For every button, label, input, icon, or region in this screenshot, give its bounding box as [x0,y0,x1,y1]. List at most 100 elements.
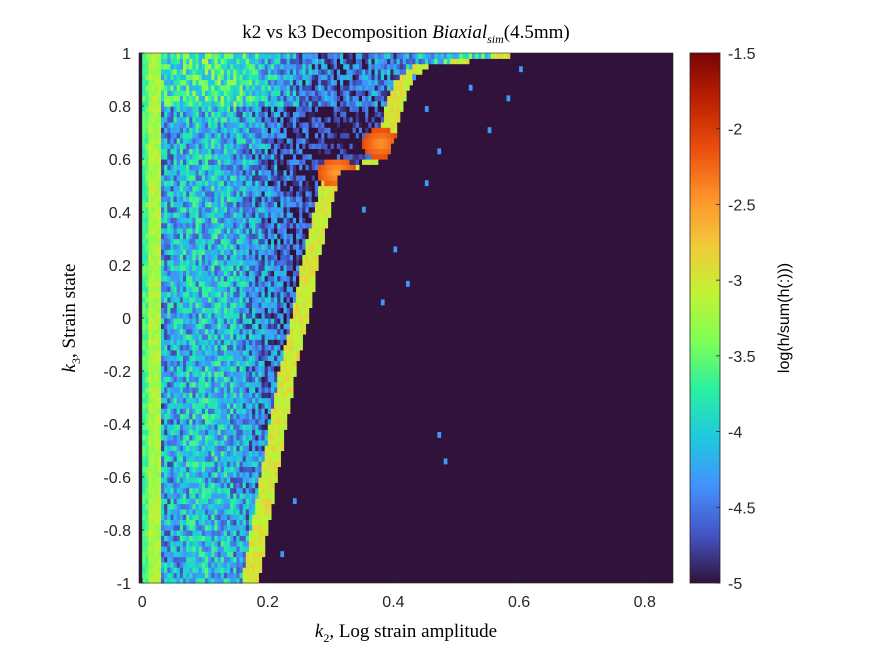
heatmap-cell [261,386,266,393]
heatmap-cell [201,227,206,234]
heatmap-cell [145,169,150,176]
heatmap-cell [242,535,247,542]
heatmap-cell [214,434,219,441]
heatmap-cell [289,196,294,202]
heatmap-cell [305,227,310,234]
heatmap-cell [248,212,253,218]
heatmap-cell [220,243,225,250]
heatmap-cell [252,111,256,118]
heatmap-cell [167,159,172,165]
heatmap-cell [192,217,197,224]
heatmap-cell [217,254,222,261]
heatmap-cell [204,259,209,266]
heatmap-cell [242,318,247,324]
heatmap-cell [355,111,360,118]
heatmap-cell [214,238,219,245]
heatmap-cell [151,466,156,473]
heatmap-cell [252,392,256,399]
heatmap-cell [145,540,150,547]
heatmap-cell [242,408,247,414]
heatmap-cell [236,397,241,404]
heatmap-cell [302,174,307,181]
heatmap-cell [182,132,187,139]
heatmap-cell [223,482,228,489]
heatmap-cell [261,344,266,351]
heatmap-cell [157,545,162,552]
heatmap-cell [402,95,407,102]
heatmap-cell [208,455,212,462]
heatmap-cell [223,439,228,446]
heatmap-cell [179,280,184,287]
heatmap-cell [198,487,203,494]
heatmap-cell [198,296,203,303]
heatmap-cell [223,471,228,478]
heatmap-cell [267,95,272,102]
heatmap-cell [214,487,219,494]
heatmap-cell [154,408,159,414]
heatmap-cell [239,196,244,202]
heatmap-cell [214,365,219,372]
heatmap-cell [189,286,193,293]
heatmap-cell [142,492,146,499]
heatmap-cell [160,402,165,409]
heatmap-cell [154,445,159,452]
heatmap-cell [349,159,354,165]
heatmap-cell [226,503,231,510]
heatmap-cell [195,471,200,478]
heatmap-cell [167,519,172,526]
heatmap-cell [220,519,225,526]
heatmap-cell [289,349,294,356]
heatmap-cell [242,561,247,568]
heatmap-cell [186,545,190,552]
heatmap-cell [145,339,150,346]
heatmap-cell [223,397,228,404]
heatmap-cell [182,461,187,467]
heatmap-cell [198,116,203,123]
heatmap-cell [264,106,269,112]
heatmap-cell [286,355,291,361]
heatmap-cell [217,408,222,414]
heatmap-cell [226,148,231,155]
heatmap-cell [192,312,197,319]
heatmap-cell [217,333,222,340]
heatmap-cell [318,227,322,234]
heatmap-cell [201,561,206,568]
heatmap-cell [274,429,278,436]
heatmap-cell [142,243,146,250]
heatmap-cell [302,106,307,112]
heatmap-cell [198,159,203,165]
heatmap-cell [176,381,181,388]
heatmap-cell [239,254,244,261]
heatmap-cell [198,402,203,409]
heatmap-cell [261,212,266,218]
heatmap-cell [286,190,291,197]
heatmap-cell [274,339,278,346]
heatmap-cell [201,100,206,107]
heatmap-cell [151,217,156,224]
heatmap-cell [211,95,215,102]
heatmap-cell [252,280,256,287]
heatmap-cell [148,477,153,483]
heatmap-cell [223,174,228,181]
heatmap-cell [299,217,303,224]
heatmap-cell [267,413,272,420]
heatmap-cell [242,445,247,452]
heatmap-cell [277,265,281,271]
heatmap-cell [292,259,297,266]
heatmap-cell [280,429,285,436]
heatmap-cell [204,100,209,107]
heatmap-cell [371,121,376,128]
heatmap-cell [179,381,184,388]
heatmap-cell [176,376,181,383]
heatmap-cell [186,132,190,139]
heatmap-cell [283,318,288,324]
heatmap-cell [277,227,281,234]
heatmap-cell [176,286,181,293]
heatmap-cell [336,132,341,139]
heatmap-cell [173,397,178,404]
heatmap-cell [302,259,307,266]
heatmap-cell [173,551,178,558]
heatmap-cell [142,328,146,335]
heatmap-cell [368,106,373,112]
heatmap-cell [154,381,159,388]
